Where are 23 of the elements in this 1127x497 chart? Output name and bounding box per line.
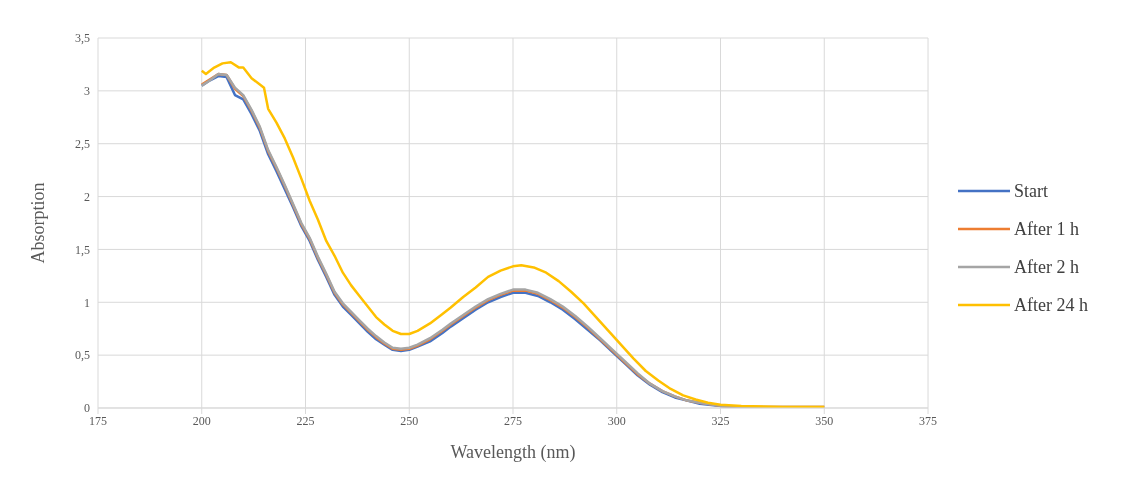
x-axis-title: Wavelength (nm) xyxy=(450,442,576,463)
x-tick-label: 300 xyxy=(607,413,626,428)
y-axis-title: Absorption xyxy=(28,182,49,264)
x-tick-label: 375 xyxy=(919,413,938,428)
y-tick-label: 3 xyxy=(84,84,90,99)
legend-label: After 1 h xyxy=(1014,218,1079,240)
y-tick-label: 1 xyxy=(84,295,90,310)
y-tick-label: 0,5 xyxy=(75,348,90,363)
y-tick-label: 2 xyxy=(84,189,90,204)
x-tick-label: 350 xyxy=(815,413,834,428)
x-tick-label: 200 xyxy=(192,413,211,428)
y-tick-label: 3,5 xyxy=(75,31,90,46)
x-tick-label: 250 xyxy=(400,413,419,428)
legend-label: Start xyxy=(1014,180,1049,202)
x-tick-label: 175 xyxy=(89,413,107,428)
x-tick-label: 275 xyxy=(504,413,523,428)
x-tick-label: 225 xyxy=(296,413,315,428)
legend-label: After 24 h xyxy=(1014,294,1088,316)
y-tick-label: 1,5 xyxy=(75,242,90,257)
y-tick-label: 2,5 xyxy=(75,136,90,151)
y-tick-label: 0 xyxy=(84,401,90,416)
x-tick-label: 325 xyxy=(711,413,730,428)
legend-label: After 2 h xyxy=(1014,256,1079,278)
